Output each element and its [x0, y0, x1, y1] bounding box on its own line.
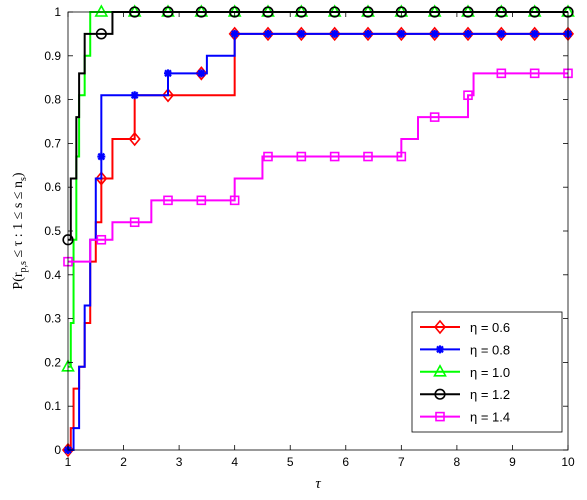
y-tick-label: 0: [54, 443, 61, 457]
series-marker-asterisk: [197, 69, 206, 78]
y-axis-title-part: ): [11, 172, 26, 177]
legend-item: η = 1.4: [420, 410, 510, 425]
series-marker-square: [329, 151, 340, 162]
series-marker-asterisk: [497, 29, 506, 38]
series-marker-square: [463, 90, 473, 101]
series-marker-square: [229, 195, 240, 206]
x-tick-label: 10: [561, 455, 575, 469]
y-tick-label: 0.6: [44, 180, 61, 194]
series-4: [62, 6, 574, 246]
ticks-layer: 1 2 3 4 5 6 7 8 9 10 0 0.1 0.2 0.3 0.4 0.5 0.6 0.7 0.8 0.9 1: [44, 5, 575, 469]
series-marker-asterisk: [264, 29, 272, 38]
legend-label: η = 0.8: [470, 342, 510, 357]
series-marker-asterisk: [297, 29, 306, 38]
series-marker-square: [263, 151, 273, 162]
legend-item: η = 0.6: [420, 319, 510, 335]
series-marker-asterisk: [464, 29, 472, 38]
legend-label: η = 0.6: [470, 320, 510, 335]
y-tick-label: 0.9: [44, 49, 61, 63]
series-line: [68, 32, 568, 451]
series-line: [68, 11, 568, 241]
series-line: [68, 32, 568, 451]
series-marker-square: [396, 151, 407, 162]
series-marker-square: [296, 151, 307, 162]
y-axis-title: P(rp,s ≤ τ : 1 ≤ s ≤ ns): [11, 172, 29, 289]
series-marker-square: [496, 68, 507, 79]
y-axis-title-part: P(r: [11, 272, 26, 289]
y-axis-title-part: ≤ τ : 1 ≤ s ≤ n: [11, 181, 26, 261]
legend-marker-asterisk: [436, 345, 444, 354]
series-marker-square: [129, 217, 140, 228]
series-marker-asterisk: [164, 69, 172, 78]
x-tick-label: 9: [509, 455, 516, 469]
y-tick-label: 0.2: [44, 355, 61, 369]
series-marker-square: [429, 112, 440, 122]
series-marker-asterisk: [130, 91, 139, 100]
series-marker-square: [196, 195, 207, 206]
series-marker-square: [529, 68, 540, 79]
series-marker-circle: [95, 28, 107, 40]
series-marker-asterisk: [530, 29, 539, 38]
x-tick-label: 8: [454, 455, 461, 469]
y-tick-label: 0.5: [44, 224, 61, 238]
series-layer: [61, 4, 575, 458]
series-5: [63, 68, 573, 267]
series-marker-asterisk: [230, 29, 239, 38]
x-tick-label: 2: [120, 455, 127, 469]
y-axis-title-subscript: p,s: [18, 261, 29, 273]
legend-label: η = 1.4: [470, 410, 510, 425]
y-tick-label: 0.7: [44, 136, 61, 150]
legend: η = 0.6 η = 0.8 η = 1.0 η = 1.2 η = 1.4: [411, 311, 563, 433]
x-tick-label: 6: [342, 455, 349, 469]
y-tick-label: 0.1: [44, 399, 61, 413]
series-line: [68, 72, 568, 263]
series-marker-square: [96, 234, 107, 245]
y-tick-label: 0.8: [44, 93, 61, 107]
series-marker-square: [163, 195, 173, 206]
x-tick-label: 7: [398, 455, 405, 469]
series-marker-square: [363, 151, 373, 162]
series-marker-triangle: [94, 4, 109, 17]
series-marker-asterisk: [330, 29, 339, 38]
x-tick-label: 5: [287, 455, 294, 469]
series-marker-asterisk: [397, 29, 406, 38]
x-tick-label: 3: [176, 455, 183, 469]
x-tick-label: 1: [65, 455, 72, 469]
y-axis-title-subscript: s: [18, 177, 29, 181]
y-tick-label: 0.4: [44, 268, 61, 282]
legend-label: η = 1.2: [470, 387, 510, 402]
series-marker-diamond: [95, 171, 108, 186]
x-axis-title: τ: [315, 476, 321, 492]
legend-item: η = 1.2: [420, 387, 510, 402]
series-marker-asterisk: [364, 29, 372, 38]
y-tick-label: 0.3: [44, 312, 61, 326]
series-marker-diamond: [128, 131, 141, 147]
legend-marker-square: [435, 411, 445, 422]
series-line: [68, 11, 568, 368]
series-marker-asterisk: [97, 152, 106, 161]
series-marker-diamond: [161, 87, 175, 103]
series-marker-asterisk: [430, 29, 439, 38]
legend-item: η = 1.0: [420, 364, 510, 380]
legend-label: η = 1.0: [470, 365, 510, 380]
legend-marker-triangle: [433, 364, 447, 377]
legend-marker-diamond: [433, 319, 447, 335]
legend-marker-circle: [434, 388, 446, 400]
legend-item: η = 0.8: [420, 342, 510, 357]
x-tick-label: 4: [231, 455, 238, 469]
y-tick-label: 1: [54, 5, 61, 19]
